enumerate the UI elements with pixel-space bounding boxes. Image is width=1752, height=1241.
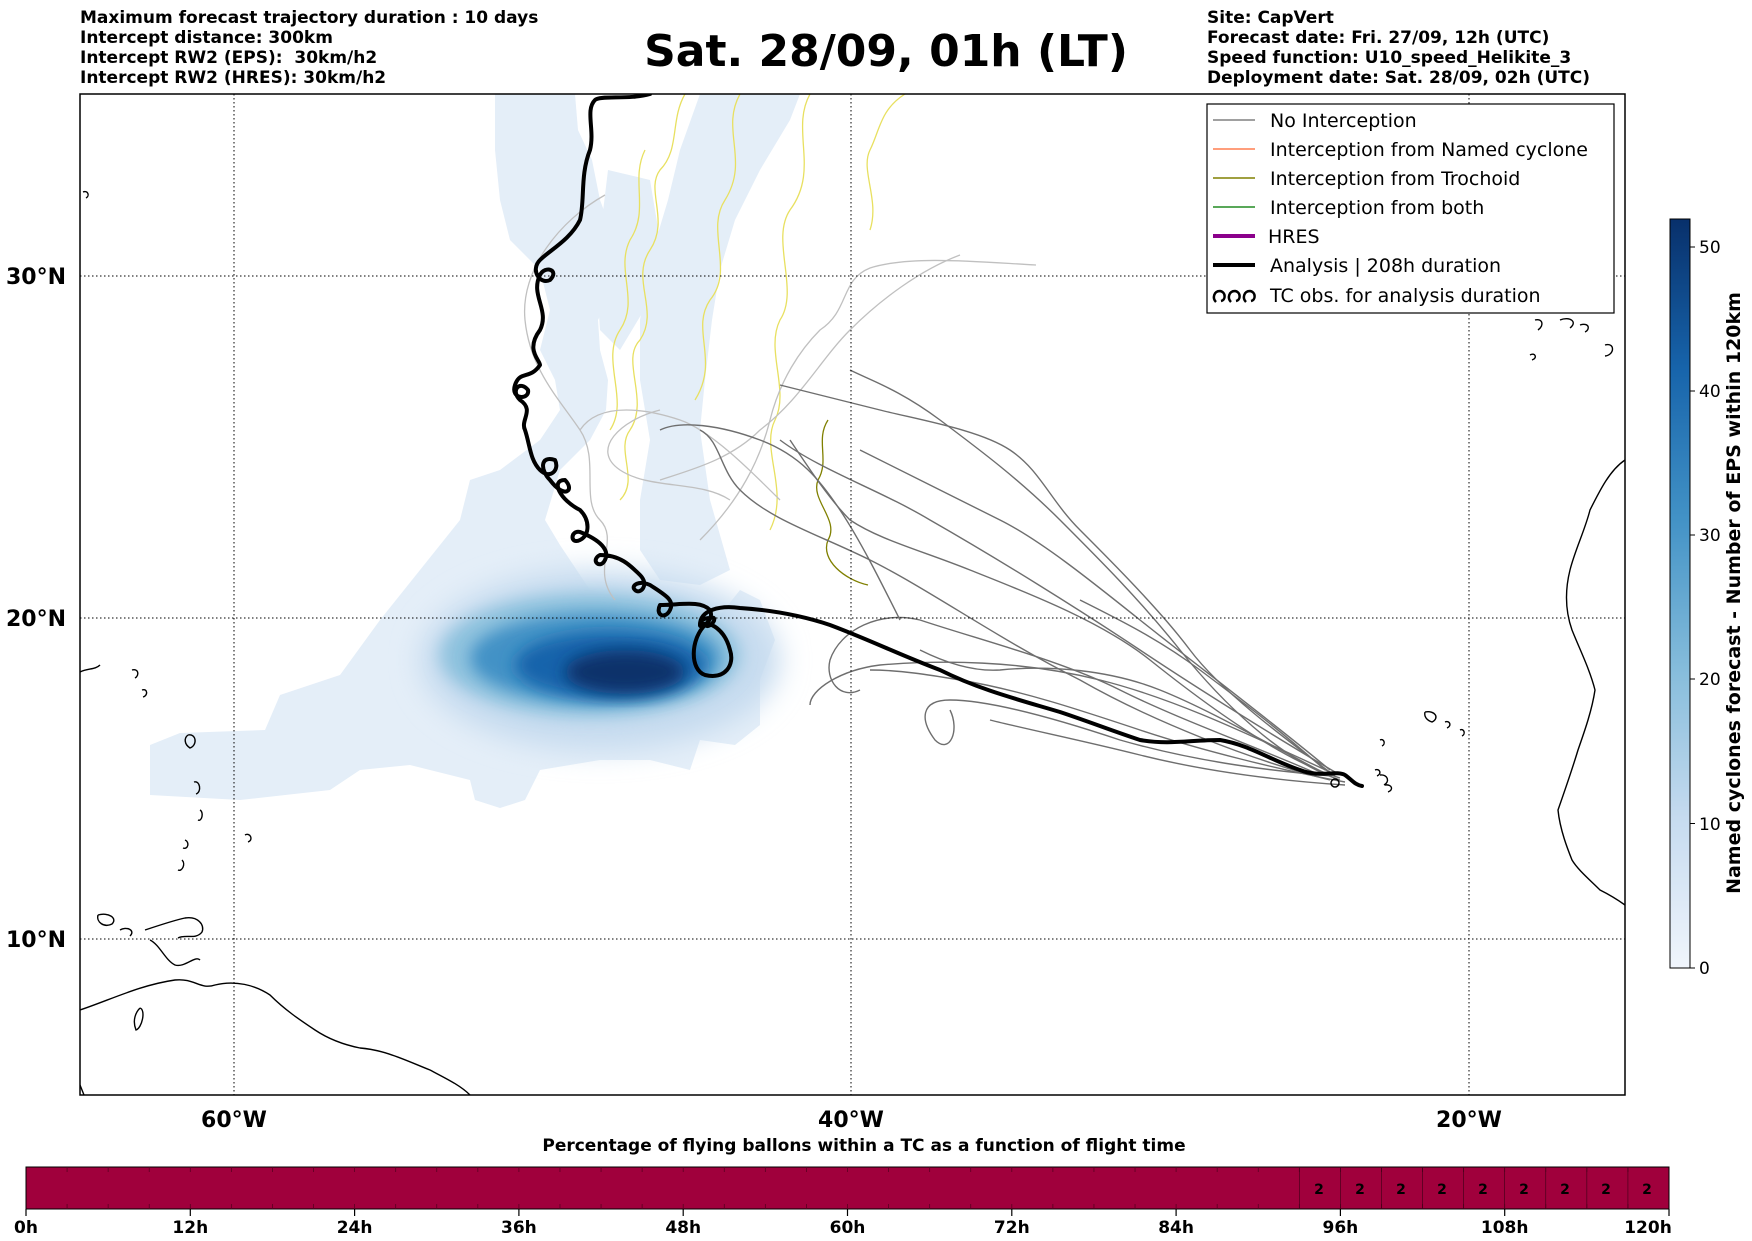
legend-item-hres: HRES: [1213, 226, 1320, 248]
longitude-labels: 60°W 40°W 20°W: [201, 1108, 1502, 1133]
svg-text:TC obs. for analysis duration: TC obs. for analysis duration: [1269, 285, 1541, 307]
colorbar-tick-labels: 0 10 20 30 40 50: [1699, 238, 1721, 979]
analysis-track: [512, 94, 1364, 788]
coastlines: [80, 190, 1625, 1095]
timebar-cell-value: 2: [1519, 1182, 1529, 1198]
colorbar-tick-label: 50: [1699, 238, 1721, 258]
timebar-tick-label: 48h: [665, 1218, 701, 1238]
timebar-tick-label: 108h: [1481, 1218, 1529, 1238]
timebar-cell-value: 2: [1314, 1182, 1324, 1198]
trochoid-trajectories: [609, 94, 906, 531]
timebar-title: Percentage of flying ballons within a TC…: [542, 1136, 1185, 1156]
timebar-minor-ticks: [66, 1167, 1629, 1209]
svg-text:Interception from Trochoid: Interception from Trochoid: [1270, 168, 1520, 190]
trochoid-interception-trajectory: [815, 419, 869, 586]
map-plot-area: [80, 94, 1625, 1095]
header-left-info: Maximum forecast trajectory duration : 1…: [80, 8, 538, 88]
colorbar-tick-label: 30: [1699, 526, 1721, 546]
timebar-cell-value: 2: [1560, 1182, 1570, 1198]
timebar-cell-value: 2: [1478, 1182, 1488, 1198]
timebar-tick-labels: 0h 12h 24h 36h 48h 60h 72h 84h 96h 108h …: [14, 1218, 1672, 1238]
legend-item-analysis: Analysis | 208h duration: [1213, 255, 1501, 277]
colorbar-tick-label: 20: [1699, 670, 1721, 690]
timebar-tick-label: 120h: [1624, 1218, 1672, 1238]
eps-density-field: [150, 94, 800, 808]
header-right-line: Deployment date: Sat. 28/09, 02h (UTC): [1207, 68, 1591, 88]
timebar-tick-label: 12h: [172, 1218, 208, 1238]
timebar-tick-label: 60h: [830, 1218, 866, 1238]
header-right-line: Forecast date: Fri. 27/09, 12h (UTC): [1207, 28, 1550, 48]
lon-label: 20°W: [1436, 1108, 1502, 1133]
legend-item-trochoid: Interception from Trochoid: [1213, 168, 1520, 190]
timebar-cell-value: 2: [1437, 1182, 1447, 1198]
colorbar: 0 10 20 30 40 50 Named cyclones forecast…: [1669, 218, 1745, 979]
lat-label: 10°N: [6, 928, 66, 953]
map-frame: [79, 93, 1626, 1096]
page-title: Sat. 28/09, 01h (LT): [644, 26, 1128, 77]
colorbar-tick-label: 0: [1699, 959, 1710, 979]
timebar-cell-values: 2 2 2 2 2 2 2 2 2: [1314, 1182, 1652, 1198]
timebar-cell-value: 2: [1601, 1182, 1611, 1198]
timebar-tick-label: 24h: [337, 1218, 373, 1238]
header-right-info: Site: CapVert Forecast date: Fri. 27/09,…: [1207, 8, 1590, 88]
header-left-line: Intercept distance: 300km: [80, 28, 333, 48]
loop-glyph-icon: [1212, 289, 1256, 303]
colorbar-tick-label: 10: [1699, 815, 1721, 835]
timebar: Percentage of flying ballons within a TC…: [14, 1136, 1672, 1238]
svg-text:Interception from Named cyclon: Interception from Named cyclone: [1270, 139, 1588, 161]
header-left-line: Intercept RW2 (HRES): 30km/h2: [80, 68, 387, 88]
header-left-line: Maximum forecast trajectory duration : 1…: [80, 8, 539, 28]
svg-text:No Interception: No Interception: [1270, 110, 1417, 132]
legend-item-named-cyclone: Interception from Named cyclone: [1213, 139, 1588, 161]
svg-text:HRES: HRES: [1268, 226, 1320, 248]
latitude-labels: 30°N 20°N 10°N: [6, 265, 66, 953]
timebar-major-ticks: [25, 1209, 1670, 1216]
legend-item-tc-obs: TC obs. for analysis duration: [1212, 285, 1541, 307]
timebar-cell-value: 2: [1355, 1182, 1365, 1198]
header-left-line: Intercept RW2 (EPS): 30km/h2: [80, 48, 378, 68]
lat-label: 20°N: [6, 607, 66, 632]
timebar-tick-label: 84h: [1158, 1218, 1194, 1238]
no-interception-trajectories: [659, 369, 1346, 786]
header-right-line: Speed function: U10_speed_Helikite_3: [1207, 48, 1572, 68]
lat-label: 30°N: [6, 265, 66, 290]
map-legend: No Interception Interception from Named …: [1206, 103, 1615, 314]
map-gridlines: [80, 94, 1625, 1095]
colorbar-tick-label: 40: [1699, 382, 1721, 402]
timebar-tick-label: 36h: [501, 1218, 537, 1238]
colorbar-ticks: [1690, 246, 1695, 969]
lon-label: 60°W: [201, 1108, 267, 1133]
timebar-tick-label: 0h: [14, 1218, 38, 1238]
timebar-cell-value: 2: [1396, 1182, 1406, 1198]
timebar-tick-label: 72h: [994, 1218, 1030, 1238]
timebar-fill: [25, 1166, 1670, 1210]
timebar-cell-value: 2: [1642, 1182, 1652, 1198]
legend-item-no-interception: No Interception: [1213, 110, 1417, 132]
colorbar-label: Named cyclones forecast - Number of EPS …: [1723, 292, 1745, 894]
header-right-line: Site: CapVert: [1207, 8, 1334, 28]
timebar-tick-label: 96h: [1323, 1218, 1359, 1238]
svg-text:Interception from both: Interception from both: [1270, 197, 1484, 219]
svg-text:Analysis | 208h duration: Analysis | 208h duration: [1270, 255, 1501, 277]
lon-label: 40°W: [818, 1108, 884, 1133]
light-grey-trajectories: [523, 194, 1037, 601]
legend-item-both: Interception from both: [1213, 197, 1484, 219]
